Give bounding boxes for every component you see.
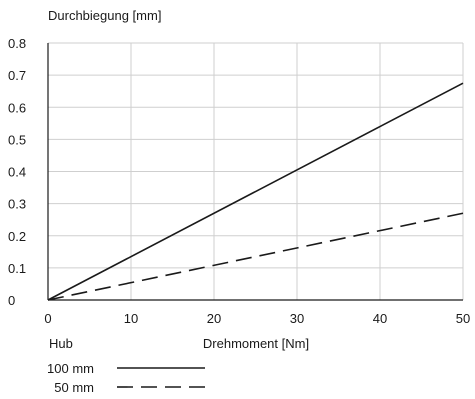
series-line-50-mm xyxy=(47,212,464,301)
y-axis-label: Durchbiegung [mm] xyxy=(48,8,161,23)
legend: Hub 100 mm 50 mm xyxy=(47,336,205,395)
y-tick-label: 0.3 xyxy=(8,197,26,212)
y-tick-label: 0.1 xyxy=(8,261,26,276)
legend-label: 50 mm xyxy=(54,380,94,394)
x-tick-label: 20 xyxy=(207,311,221,326)
y-tick-label: 0.5 xyxy=(8,132,26,147)
y-tick-label: 0.6 xyxy=(8,100,26,115)
legend-title: Hub xyxy=(49,336,73,351)
tick-labels: 0 10 20 30 40 50 0 0.1 0.2 0.3 0.4 0.5 0.6 0.7 0.8 xyxy=(8,36,470,326)
series-lines xyxy=(47,82,464,301)
x-tick-label: 10 xyxy=(124,311,138,326)
y-tick-label: 0.8 xyxy=(8,36,26,51)
x-tick-label: 50 xyxy=(456,311,470,326)
axes xyxy=(47,43,463,301)
grid-lines xyxy=(47,42,464,301)
x-tick-label: 0 xyxy=(44,311,51,326)
x-tick-label: 30 xyxy=(290,311,304,326)
x-tick-label: 40 xyxy=(373,311,387,326)
y-tick-label: 0.7 xyxy=(8,68,26,83)
x-axis-label: Drehmoment [Nm] xyxy=(203,336,309,351)
y-tick-label: 0.4 xyxy=(8,165,26,180)
y-tick-label: 0 xyxy=(8,293,15,308)
series-line-100-mm xyxy=(47,82,464,301)
legend-label: 100 mm xyxy=(47,361,94,376)
y-tick-label: 0.2 xyxy=(8,229,26,244)
